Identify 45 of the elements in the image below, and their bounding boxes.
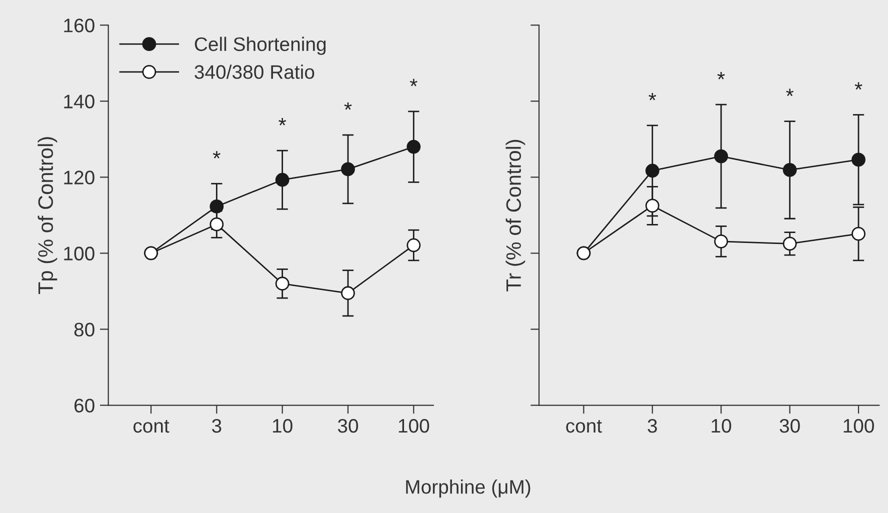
x-tick-label: 100 <box>398 418 430 433</box>
y-tick-label: 100 <box>64 246 94 260</box>
y-tick-label: 60 <box>74 398 94 413</box>
x-axis-title: Morphine (μM) <box>406 479 530 498</box>
legend-label: Cell Shortening <box>194 36 326 55</box>
annotation: * <box>410 78 418 86</box>
x-tick-label: cont <box>566 420 602 433</box>
point <box>782 163 797 177</box>
annotation: * <box>212 151 220 158</box>
annotation: * <box>854 82 862 90</box>
point <box>714 149 728 164</box>
x-tick-label: 10 <box>273 418 292 433</box>
x-tick-label: 3 <box>648 418 657 433</box>
point <box>341 286 355 300</box>
point <box>852 226 866 241</box>
point <box>275 276 290 291</box>
point <box>341 162 355 176</box>
x-tick-label: 30 <box>338 418 358 433</box>
annotation: * <box>717 72 725 80</box>
y-tick-label: 160 <box>64 18 94 32</box>
x-tick-label: 3 <box>212 418 222 433</box>
point <box>406 140 421 154</box>
y-axis-title: Tr (% of Control) <box>506 140 526 292</box>
annotation: * <box>648 92 656 100</box>
point <box>714 234 728 248</box>
point <box>275 172 290 187</box>
point <box>852 152 866 167</box>
point <box>210 200 224 214</box>
point <box>210 217 224 232</box>
annotation: * <box>344 102 352 110</box>
point <box>645 198 660 213</box>
annotation: * <box>786 88 794 96</box>
y-tick-label: 80 <box>74 322 94 336</box>
x-tick-label: cont <box>133 420 170 433</box>
point <box>406 238 421 252</box>
y-axis-title: Tp (% of Control) <box>38 137 58 294</box>
point <box>782 236 797 251</box>
x-tick-label: 30 <box>780 418 800 433</box>
x-tick-label: 100 <box>844 418 874 433</box>
x-tick-label: 10 <box>712 418 732 433</box>
y-tick-label: 120 <box>64 170 94 184</box>
point <box>645 164 660 178</box>
legend-label: 340/380 Ratio <box>194 64 314 79</box>
annotation: * <box>278 118 286 126</box>
y-tick-label: 140 <box>64 94 94 108</box>
